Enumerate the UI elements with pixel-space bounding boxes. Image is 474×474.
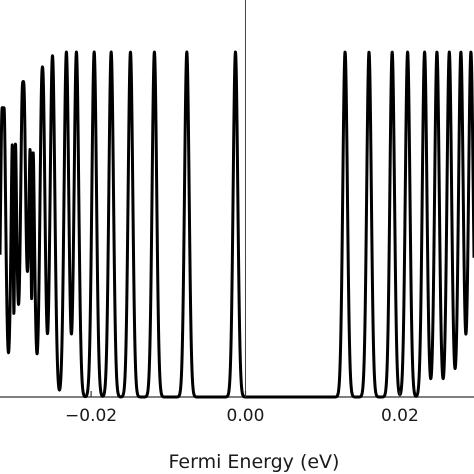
x-tick-label: −0.02 [65, 406, 117, 426]
transmission-curve [0, 50, 474, 399]
plot-frame [0, 0, 474, 398]
x-axis-ticks: −0.02 0.00 0.02 [65, 391, 419, 426]
x-tick-label: 0.00 [227, 406, 265, 426]
x-tick-label: 0.02 [381, 406, 419, 426]
curve-layer [0, 50, 474, 399]
x-axis-title: Fermi Energy (eV) [169, 451, 340, 473]
